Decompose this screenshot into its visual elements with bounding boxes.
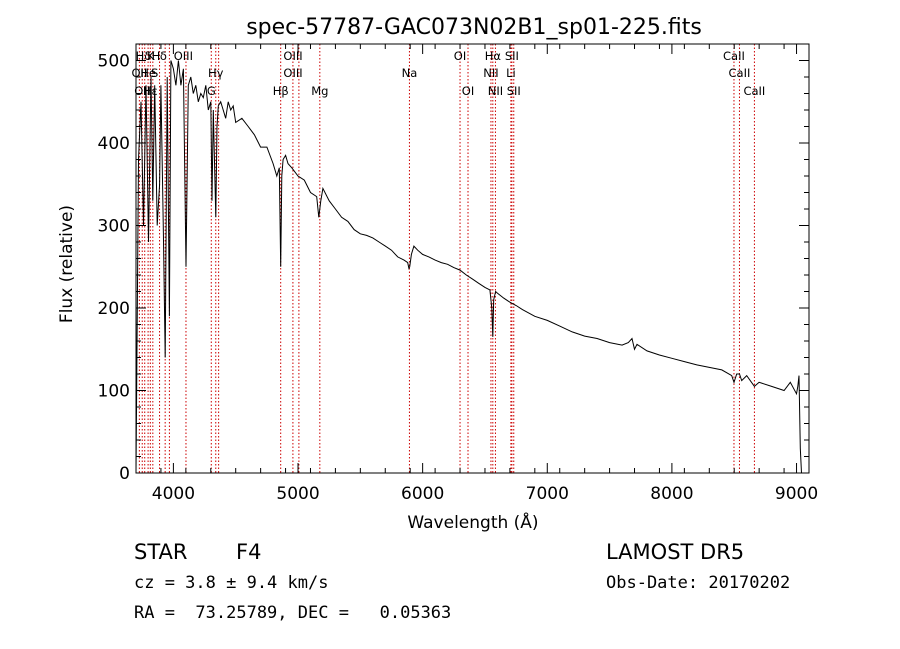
x-tick-label: 5000 (276, 484, 319, 504)
spectral-line-label: CaII (743, 84, 765, 98)
spectral-line-label: OIII (283, 49, 302, 63)
y-axis: 0 100 200 300 400 500 (98, 52, 809, 484)
y-tick-label: 500 (98, 52, 130, 72)
object-class: STAR (134, 540, 188, 564)
x-tick-label: 4000 (152, 484, 195, 504)
spectral-line-label: Hα (485, 49, 502, 63)
x-tick-label: 8000 (650, 484, 693, 504)
spectral-line-label: Mg (311, 84, 328, 98)
spectral-line-label: NII (483, 66, 498, 80)
x-tick-label: 7000 (526, 484, 569, 504)
spectral-line-label: S (151, 66, 158, 80)
spectral-line-label: H (152, 49, 161, 63)
x-axis: 4000 5000 6000 7000 8000 9000 (135, 44, 818, 504)
y-tick-label: 100 (98, 382, 130, 402)
spectral-line-label: OI (454, 49, 466, 63)
spectral-line-label: OI (462, 84, 474, 98)
spectral-line-label: Na (402, 66, 418, 80)
y-axis-label: Flux (relative) (57, 205, 77, 323)
survey-name: LAMOST DR5 (606, 540, 745, 564)
x-tick-label: 6000 (401, 484, 444, 504)
spectral-line-label: SII (507, 84, 521, 98)
spectral-line-label: Hγ (208, 66, 224, 80)
spectral-line-label: K (147, 49, 155, 63)
spectral-line-label: CaII (729, 66, 751, 80)
spectral-line-label: NII (488, 84, 503, 98)
spectral-line-label: CaII (723, 49, 745, 63)
object-subclass: F4 (236, 540, 262, 564)
spectral-line-label: Hβ (273, 84, 289, 98)
spectral-line-label: OIII (174, 49, 193, 63)
redshift-text: cz = 3.8 ± 9.4 km/s (134, 573, 329, 593)
y-tick-label: 300 (98, 217, 130, 237)
spectral-line-label: Li (506, 66, 516, 80)
y-tick-label: 200 (98, 299, 130, 319)
x-axis-label: Wavelength (Å) (407, 511, 538, 533)
spectral-line-label: Hδ (136, 49, 152, 63)
spectral-line-label: SII (505, 49, 519, 63)
x-tick-label: 9000 (775, 484, 818, 504)
y-tick-label: 400 (98, 134, 130, 154)
chart-title: spec-57787-GAC073N02B1_sp01-225.fits (246, 15, 702, 40)
spectral-line-label: G (207, 84, 216, 98)
plot-frame (135, 43, 810, 474)
spectral-line-label: OIII (283, 66, 302, 80)
y-tick-label: 0 (119, 464, 130, 484)
coordinates-text: RA = 73.25789, DEC = 0.05363 (134, 603, 452, 623)
spectral-line-label: δ (160, 49, 167, 63)
spectral-line-label: OII (131, 66, 147, 80)
spectral-line-label: He (140, 66, 156, 80)
spectrum-series-line (135, 60, 802, 474)
obs-date: Obs-Date: 20170202 (606, 573, 791, 593)
